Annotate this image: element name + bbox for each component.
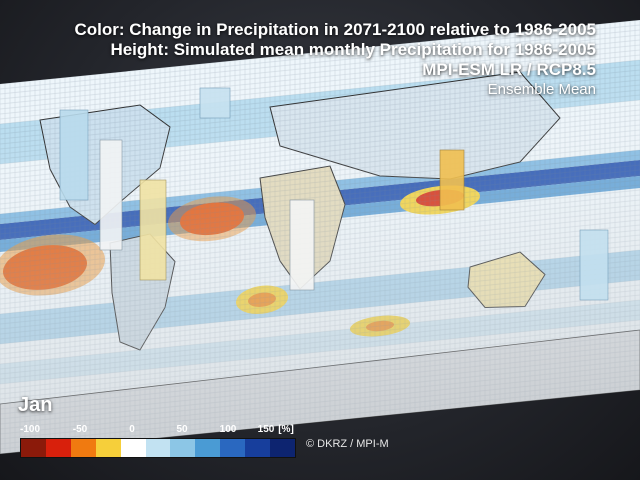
legend-swatch-3 (95, 439, 121, 457)
column-central-africa (289, 199, 315, 291)
title-model-line: MPI-ESM LR / RCP8.5 (422, 60, 596, 79)
title-color-line: Color: Change in Precipitation in 2071-2… (74, 20, 596, 39)
legend-swatch-8 (220, 439, 246, 457)
legend-color-bar (20, 438, 296, 458)
legend-label-150: 150 (257, 424, 275, 435)
legend-swatch-9 (245, 439, 271, 457)
column-south-asia (439, 149, 465, 211)
legend-label-50: 50 (176, 424, 188, 435)
legend-swatch-7 (195, 439, 221, 457)
legend-label-minus-50: -50 (72, 424, 88, 435)
legend-labels: -100 -50 0 50 100 150 [%] (20, 424, 296, 438)
height-columns (59, 87, 609, 301)
column-greenland (199, 87, 231, 119)
legend-label-minus-100: -100 (19, 424, 41, 435)
column-north-america-west (59, 109, 89, 201)
color-legend: -100 -50 0 50 100 150 [%] (20, 424, 296, 458)
title-ensemble-line: Ensemble Mean (487, 81, 596, 98)
title-block: Color: Change in Precipitation in 2071-2… (74, 20, 596, 100)
legend-swatch-6 (170, 439, 196, 457)
legend-swatch-5 (145, 439, 171, 457)
shade-overlay (0, 19, 640, 454)
title-height-line: Height: Simulated mean monthly Precipita… (110, 40, 596, 59)
legend-swatch-0 (21, 439, 46, 457)
column-pacific-islands (579, 229, 609, 301)
map-plane (0, 19, 640, 455)
legend-label-0: 0 (129, 424, 135, 435)
legend-swatch-2 (70, 439, 96, 457)
credit-text: © DKRZ / MPI-M (306, 438, 389, 450)
legend-swatch-4 (120, 439, 146, 457)
column-central-america (99, 139, 123, 251)
legend-label-unit: [%] (278, 424, 294, 435)
column-amazon (139, 179, 167, 281)
legend-swatch-1 (45, 439, 71, 457)
legend-label-100: 100 (219, 424, 237, 435)
month-label: Jan (18, 394, 53, 416)
legend-swatch-10 (270, 439, 295, 457)
